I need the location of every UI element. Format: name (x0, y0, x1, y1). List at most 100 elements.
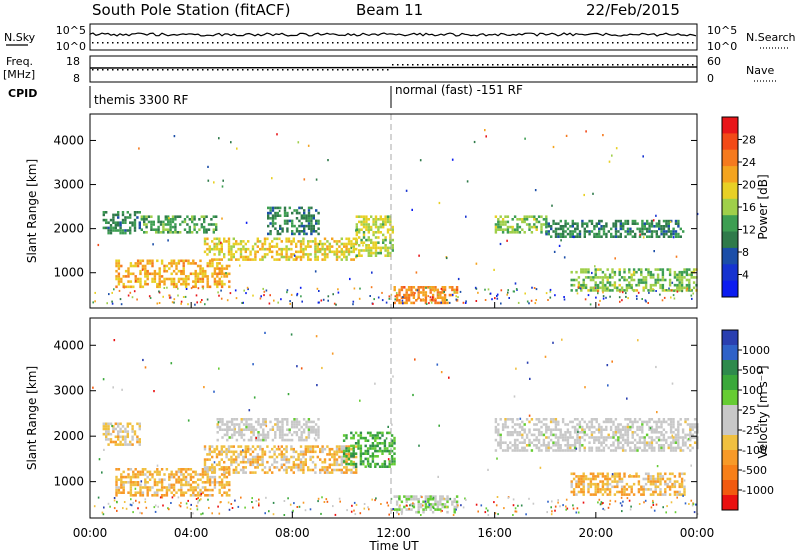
heatmap-cell (579, 287, 582, 290)
heatmap-cell (659, 268, 662, 271)
heatmap-cell (146, 470, 149, 474)
heatmap-cell (626, 397, 628, 400)
heatmap-cell (292, 471, 295, 474)
heatmap-cell (415, 495, 418, 498)
heatmap-cell (655, 431, 658, 434)
heatmap-cell (511, 231, 514, 234)
heatmap-cell (230, 420, 234, 424)
nave-dot (537, 64, 539, 66)
heatmap-cell (410, 508, 413, 511)
heatmap-cell (656, 472, 660, 476)
heatmap-cell (208, 494, 212, 497)
heatmap-cell (295, 255, 298, 259)
heatmap-cell (617, 441, 620, 444)
heatmap-cell (283, 211, 287, 215)
heatmap-cell (228, 468, 231, 471)
heatmap-cell (109, 224, 113, 227)
heatmap-cell (377, 231, 380, 234)
heatmap-cell (619, 428, 622, 431)
heatmap-cell (436, 291, 440, 294)
heatmap-cell (629, 230, 632, 233)
heatmap-cell (619, 235, 622, 238)
heatmap-cell (371, 434, 375, 437)
heatmap-cell (431, 298, 433, 301)
heatmap-cell (691, 433, 694, 437)
heatmap-cell (649, 477, 653, 481)
heatmap-cell (417, 503, 420, 506)
heatmap-cell (554, 425, 558, 429)
heatmap-cell (640, 268, 643, 271)
heatmap-cell (441, 495, 444, 498)
heatmap-cell (509, 231, 512, 234)
xaxis-tick-label: 04:00 (174, 526, 209, 540)
heatmap-cell (158, 488, 161, 492)
heatmap-cell (650, 446, 654, 450)
heatmap-cell (390, 434, 394, 437)
heatmap-cell (317, 425, 320, 429)
heatmap-cell (302, 438, 306, 442)
heatmap-cell (662, 235, 666, 238)
nave-dot (337, 69, 339, 71)
heatmap-cell (211, 247, 214, 251)
heatmap-cell (662, 428, 666, 431)
heatmap-cell (420, 514, 422, 516)
heatmap-cell (652, 475, 655, 478)
heatmap-cell (225, 483, 229, 487)
heatmap-cell (662, 438, 666, 442)
heatmap-cell (677, 428, 680, 431)
heatmap-cell (593, 438, 596, 442)
heatmap-cell (381, 452, 384, 455)
heatmap-cell (602, 225, 606, 228)
heatmap-cell (499, 444, 502, 447)
nsearch-dot (452, 42, 454, 44)
heatmap-cell (511, 225, 514, 229)
heatmap-cell (571, 232, 574, 236)
heatmap-cell (295, 211, 299, 215)
heatmap-cell (136, 277, 140, 281)
heatmap-cell (254, 428, 258, 431)
heatmap-cell (326, 240, 329, 243)
heatmap-cell (611, 154, 613, 157)
heatmap-cell (376, 436, 379, 440)
heatmap-cell (232, 245, 235, 248)
nave-dot (217, 69, 219, 71)
heatmap-cell (342, 460, 346, 463)
heatmap-cell (354, 442, 358, 445)
heatmap-cell (391, 244, 394, 247)
heatmap-cell (637, 278, 641, 282)
heatmap-cell (201, 486, 205, 489)
heatmap-cell (316, 250, 319, 254)
heatmap-cell (266, 460, 269, 464)
heatmap-cell (242, 449, 244, 452)
heatmap-cell (206, 478, 209, 481)
nsearch-dot (507, 42, 509, 44)
heatmap-cell (333, 458, 336, 461)
heatmap-cell (286, 219, 289, 223)
heatmap-cell (155, 228, 158, 231)
heatmap-cell (588, 420, 591, 424)
heatmap-cell (136, 259, 140, 263)
heatmap-cell (417, 510, 420, 514)
heatmap-cell (173, 135, 176, 138)
heatmap-cell (244, 258, 247, 261)
heatmap-cell (559, 235, 562, 238)
heatmap-cell (213, 237, 216, 241)
heatmap-cell (161, 496, 164, 499)
heatmap-cell (501, 231, 505, 234)
heatmap-cell (101, 471, 103, 474)
heatmap-cell (583, 438, 586, 442)
heatmap-cell (256, 466, 259, 469)
heatmap-cell (292, 466, 295, 469)
heatmap-cell (537, 441, 541, 444)
nave-dot (357, 69, 359, 71)
heatmap-cell (671, 281, 674, 284)
heatmap-cell (335, 450, 339, 454)
heatmap-cell (129, 475, 133, 479)
heatmap-cell (177, 488, 181, 492)
heatmap-cell (257, 420, 260, 424)
heatmap-cell (295, 463, 298, 467)
heatmap-cell (650, 425, 654, 429)
nsearch-dot (367, 42, 369, 44)
heatmap-cell (238, 425, 241, 429)
heatmap-cell (220, 445, 223, 448)
